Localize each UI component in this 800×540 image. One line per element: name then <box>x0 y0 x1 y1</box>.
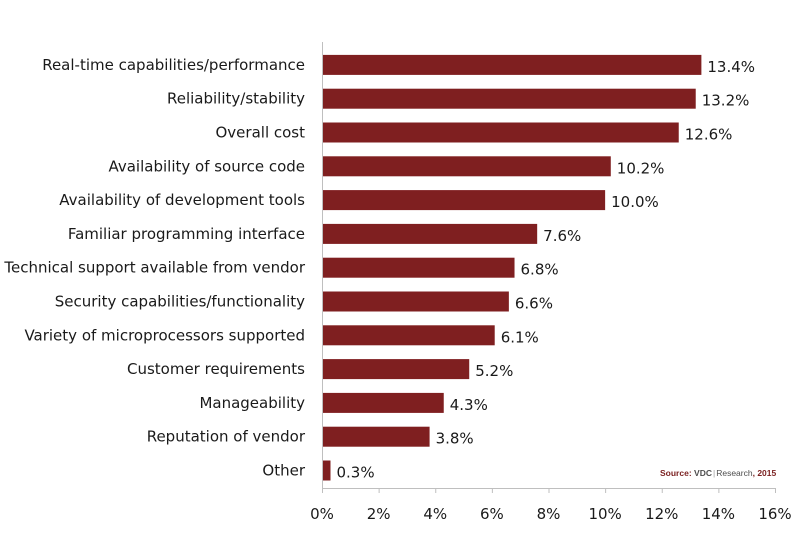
bar-other <box>323 460 331 481</box>
bar-overall-cost <box>323 122 679 143</box>
bar-familiar-programming-interface <box>323 223 538 244</box>
value-label-availability-of-source-code: 10.2% <box>617 159 665 177</box>
category-label-real-time-capabilities-performance: Real-time capabilities/performance <box>42 56 305 74</box>
bar-manageability <box>323 392 444 413</box>
bar-security-capabilities-functionality <box>323 291 509 312</box>
x-axis: 0% 2% 4% 6% 8% 10% 12% 14% 16% <box>310 488 792 523</box>
value-label-real-time-capabilities-performance: 13.4% <box>707 58 755 76</box>
bar-customer-requirements <box>323 359 470 380</box>
source-prefix: Source: <box>660 468 692 478</box>
bar-availability-of-source-code <box>323 156 611 177</box>
value-label-familiar-programming-interface: 7.6% <box>543 227 581 245</box>
bars-group <box>323 54 702 481</box>
x-tick-label: 16% <box>758 505 791 523</box>
value-label-other: 0.3% <box>336 464 374 482</box>
category-label-reliability-stability: Reliability/stability <box>167 90 305 108</box>
value-label-reliability-stability: 13.2% <box>702 92 750 110</box>
value-labels-group: 13.4% 13.2% 12.6% 10.2% 10.0% 7.6% 6.8% 6.6% 6.1… <box>336 58 755 482</box>
value-label-availability-of-development-tools: 10.0% <box>611 193 659 211</box>
category-label-availability-of-development-tools: Availability of development tools <box>59 191 305 209</box>
x-tick-label: 6% <box>480 505 504 523</box>
bar-reliability-stability <box>323 88 696 109</box>
category-label-availability-of-source-code: Availability of source code <box>108 157 305 175</box>
value-label-technical-support-available-from-vendor: 6.8% <box>521 261 559 279</box>
source-brand: VDC <box>694 468 712 478</box>
category-label-customer-requirements: Customer requirements <box>127 360 305 378</box>
source-research: Research <box>716 468 753 478</box>
bar-reputation-of-vendor <box>323 426 430 447</box>
x-tick-label: 10% <box>588 505 621 523</box>
category-label-familiar-programming-interface: Familiar programming interface <box>68 225 305 243</box>
bar-real-time-capabilities-performance <box>323 54 702 75</box>
category-label-reputation-of-vendor: Reputation of vendor <box>147 428 306 446</box>
value-label-overall-cost: 12.6% <box>685 126 733 144</box>
value-label-reputation-of-vendor: 3.8% <box>436 430 474 448</box>
value-label-variety-of-microprocessors-supported: 6.1% <box>501 328 539 346</box>
x-tick-label: 14% <box>702 505 735 523</box>
category-label-manageability: Manageability <box>199 394 305 412</box>
source-year: , 2015 <box>752 468 777 478</box>
value-label-manageability: 4.3% <box>450 396 488 414</box>
x-tick-label: 0% <box>310 505 334 523</box>
x-tick-label: 2% <box>367 505 391 523</box>
value-label-security-capabilities-functionality: 6.6% <box>515 295 553 313</box>
bar-technical-support-available-from-vendor <box>323 257 515 278</box>
category-label-overall-cost: Overall cost <box>216 124 306 142</box>
category-label-variety-of-microprocessors-supported: Variety of microprocessors supported <box>24 326 305 344</box>
bar-availability-of-development-tools <box>323 190 606 211</box>
x-tick-label: 8% <box>537 505 561 523</box>
category-label-security-capabilities-functionality: Security capabilities/functionality <box>55 293 305 311</box>
source-note: Source: VDC|Research, 2015 <box>660 468 776 478</box>
source-separator: | <box>712 468 716 478</box>
x-tick-label: 4% <box>423 505 447 523</box>
category-labels-group: Real-time capabilities/performance Reliab… <box>3 56 305 480</box>
value-label-customer-requirements: 5.2% <box>475 362 513 380</box>
category-label-other: Other <box>262 462 305 480</box>
bar-variety-of-microprocessors-supported <box>323 325 495 346</box>
category-label-technical-support-available-from-vendor: Technical support available from vendor <box>3 259 305 277</box>
x-tick-label: 12% <box>645 505 678 523</box>
